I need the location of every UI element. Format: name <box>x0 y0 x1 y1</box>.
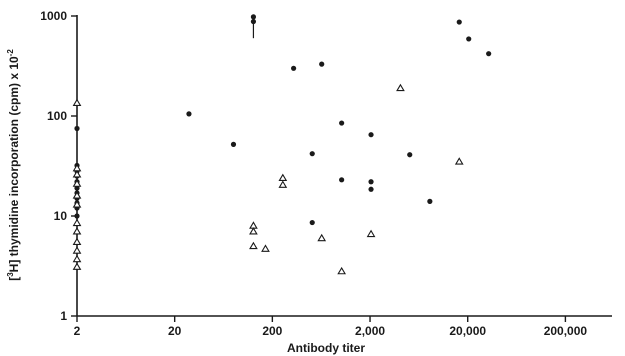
data-point-s1-8 <box>72 237 82 245</box>
data-point-s1-3 <box>72 179 82 187</box>
y-axis-title: [3H] thymidine incorporation (cpm) x 10-… <box>6 49 21 281</box>
data-point-s1-6 <box>72 218 82 227</box>
x-tick-label-3: 2,000 <box>355 324 385 338</box>
data-point-s1-4 <box>72 191 82 199</box>
data-point-s0-27 <box>466 36 472 42</box>
data-point-s1-0 <box>72 98 82 106</box>
x-tick-label-4: 20,000 <box>449 324 486 338</box>
data-point-s0-21 <box>368 132 374 138</box>
data-point-s0-18 <box>309 219 315 226</box>
data-point-s0-28 <box>486 51 492 57</box>
data-points <box>72 14 492 275</box>
data-point-s0-24 <box>407 152 413 158</box>
data-point-s0-17 <box>309 151 315 157</box>
y-axis-ticks: 1 10 100 1000 <box>40 9 77 323</box>
data-point-s1-9 <box>72 246 82 254</box>
x-tick-label-5: 200,000 <box>544 324 588 338</box>
y-tick-label-2: 100 <box>47 109 67 123</box>
data-point-s1-10 <box>72 254 82 263</box>
y-axis-title-exponent: -2 <box>6 49 15 57</box>
data-point-s1-13 <box>249 227 258 235</box>
data-point-s1-19 <box>337 266 347 275</box>
data-point-s0-19 <box>339 120 345 126</box>
y-tick-label-1: 10 <box>54 209 68 223</box>
data-point-s0-23 <box>368 186 374 192</box>
x-axis-ticks: 2 20 200 2,000 20,000 200,000 <box>74 316 588 338</box>
y-tick-label-3: 1000 <box>40 9 67 23</box>
data-point-s0-0 <box>74 125 80 132</box>
data-point-s0-16 <box>319 61 325 67</box>
data-point-s1-2 <box>72 170 82 178</box>
data-point-s0-12 <box>230 141 237 147</box>
x-tick-label-2: 200 <box>262 324 282 338</box>
data-point-s1-5 <box>72 200 82 208</box>
data-point-s0-10 <box>74 213 80 219</box>
data-point-s1-14 <box>249 241 258 250</box>
x-axis-title: Antibody titer <box>287 341 365 355</box>
data-point-s1-22 <box>454 157 464 165</box>
data-point-s1-7 <box>72 227 82 235</box>
data-point-s1-21 <box>396 83 405 92</box>
data-point-s0-5 <box>74 185 80 191</box>
y-axis-title-symbol: H <box>7 264 21 273</box>
data-point-s0-15 <box>291 65 297 71</box>
data-point-s0-22 <box>368 179 374 185</box>
y-tick-label-0: 1 <box>60 309 67 323</box>
data-point-s1-17 <box>278 180 288 188</box>
data-point-s1-11 <box>72 262 82 270</box>
x-tick-label-0: 2 <box>74 324 81 338</box>
y-axis-title-main: ] thymidine incorporation (cpm) x 10 <box>7 56 21 264</box>
data-point-s0-25 <box>427 198 433 204</box>
x-tick-label-1: 20 <box>168 324 182 338</box>
y-axis-title-superscript: 3 <box>6 272 15 277</box>
data-point-s1-16 <box>278 173 288 182</box>
y-axis-title-prefix: [ <box>7 277 21 281</box>
data-point-s1-15 <box>261 244 270 252</box>
data-point-s1-18 <box>317 233 327 242</box>
data-point-s1-20 <box>366 229 376 238</box>
data-point-s0-20 <box>339 177 345 183</box>
data-point-s0-26 <box>456 19 462 25</box>
data-point-s0-11 <box>186 111 192 117</box>
